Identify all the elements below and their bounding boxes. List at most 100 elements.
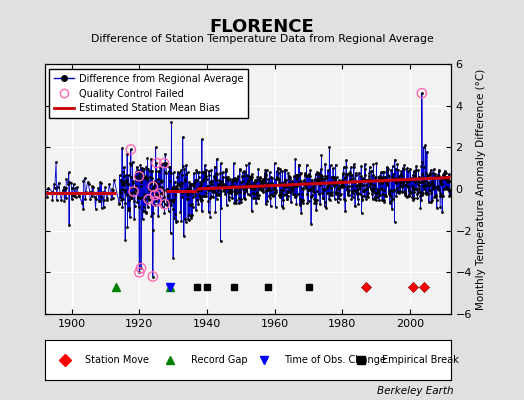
Point bbox=[265, 193, 274, 200]
Point bbox=[374, 174, 383, 180]
Point bbox=[289, 191, 297, 198]
Point bbox=[174, 181, 183, 187]
Point bbox=[341, 174, 349, 181]
Point bbox=[179, 188, 188, 195]
Point bbox=[328, 174, 336, 180]
Point bbox=[418, 179, 426, 186]
Point bbox=[433, 174, 442, 180]
Point bbox=[140, 203, 149, 210]
Point bbox=[363, 176, 372, 183]
Point bbox=[243, 181, 251, 188]
Point bbox=[301, 170, 310, 176]
Point bbox=[345, 169, 354, 175]
Point bbox=[155, 190, 163, 197]
Point bbox=[194, 169, 203, 175]
Point bbox=[226, 190, 235, 197]
Point bbox=[431, 174, 440, 180]
Point bbox=[141, 175, 149, 181]
Point bbox=[303, 181, 311, 187]
Point bbox=[434, 168, 443, 174]
Point bbox=[225, 194, 233, 200]
Point bbox=[409, 168, 418, 174]
Point bbox=[242, 188, 250, 194]
Point bbox=[162, 162, 170, 169]
Point bbox=[428, 178, 436, 184]
Point bbox=[129, 178, 138, 184]
Point bbox=[256, 180, 265, 186]
Point bbox=[244, 191, 252, 197]
Point bbox=[228, 176, 237, 182]
Point bbox=[288, 185, 296, 191]
Point bbox=[298, 191, 307, 198]
Point bbox=[122, 176, 130, 183]
Point bbox=[398, 184, 406, 190]
Point bbox=[320, 187, 328, 193]
Point bbox=[149, 273, 157, 280]
Point bbox=[272, 189, 280, 195]
Point bbox=[179, 163, 187, 170]
Point bbox=[307, 221, 315, 228]
Point bbox=[108, 186, 117, 193]
Point bbox=[439, 172, 447, 178]
Point bbox=[346, 171, 354, 178]
Point bbox=[323, 190, 331, 196]
Point bbox=[424, 179, 432, 185]
Point bbox=[245, 174, 254, 180]
Point bbox=[261, 167, 269, 173]
Point bbox=[265, 186, 273, 192]
Point bbox=[307, 194, 315, 200]
Point bbox=[400, 166, 408, 172]
Point bbox=[352, 172, 360, 178]
Point bbox=[147, 156, 155, 162]
Point bbox=[408, 184, 417, 190]
Point bbox=[209, 188, 217, 195]
Point bbox=[308, 176, 316, 183]
Point bbox=[274, 164, 282, 171]
Point bbox=[216, 191, 224, 197]
Point bbox=[233, 190, 241, 197]
Point bbox=[155, 168, 163, 174]
Point bbox=[79, 206, 88, 212]
Point bbox=[430, 166, 438, 172]
Point bbox=[200, 193, 208, 199]
Point bbox=[174, 182, 182, 188]
Point bbox=[283, 193, 292, 200]
Point bbox=[128, 159, 137, 165]
Point bbox=[301, 172, 309, 178]
Point bbox=[372, 196, 380, 203]
Point bbox=[211, 174, 220, 181]
Point bbox=[254, 195, 262, 201]
Point bbox=[396, 188, 405, 194]
Point bbox=[212, 170, 221, 176]
Point bbox=[149, 185, 157, 192]
Point bbox=[365, 173, 373, 179]
Point bbox=[143, 155, 151, 162]
Point bbox=[279, 205, 288, 212]
Point bbox=[374, 188, 382, 195]
Point bbox=[422, 174, 431, 180]
Point bbox=[286, 176, 294, 182]
Point bbox=[190, 183, 199, 189]
Point bbox=[358, 193, 367, 199]
Point bbox=[339, 182, 347, 189]
Point bbox=[185, 202, 194, 208]
Point bbox=[378, 197, 386, 203]
Point bbox=[245, 177, 254, 184]
Point bbox=[225, 186, 234, 193]
Point bbox=[129, 188, 138, 195]
Point bbox=[166, 178, 174, 184]
Point bbox=[445, 192, 454, 198]
Point bbox=[95, 198, 103, 204]
Point bbox=[127, 184, 136, 190]
Point bbox=[165, 199, 173, 205]
Point bbox=[192, 206, 200, 213]
Point bbox=[288, 180, 297, 187]
Point bbox=[435, 166, 443, 173]
Point bbox=[172, 218, 181, 224]
Point bbox=[266, 169, 274, 175]
Point bbox=[425, 187, 433, 193]
Point bbox=[419, 190, 427, 196]
Point bbox=[385, 189, 393, 195]
Point bbox=[260, 184, 268, 190]
Point bbox=[348, 193, 357, 200]
